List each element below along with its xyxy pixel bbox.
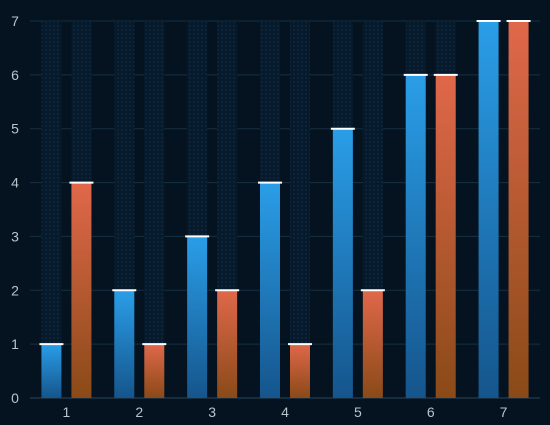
- bar: [114, 290, 135, 398]
- y-tick-label: 7: [11, 13, 19, 29]
- bar: [290, 344, 310, 398]
- bar: [478, 21, 499, 398]
- x-axis-ticks: 1 2 3 4 5 6 7: [63, 404, 508, 420]
- y-tick-label: 5: [11, 121, 19, 137]
- y-tick-label: 3: [11, 228, 19, 244]
- y-tick-label: 6: [11, 67, 19, 83]
- x-tick-label: 1: [63, 404, 71, 420]
- x-tick-label: 7: [500, 404, 508, 420]
- bar: [508, 21, 529, 398]
- bar: [41, 344, 62, 398]
- bar-track: [144, 21, 165, 398]
- x-tick-label: 4: [281, 404, 289, 420]
- bar: [332, 128, 353, 398]
- bar: [362, 290, 383, 398]
- bar: [405, 74, 426, 398]
- bar: [187, 236, 208, 398]
- bar: [217, 290, 238, 398]
- y-tick-label: 2: [11, 282, 19, 298]
- x-tick-label: 6: [427, 404, 435, 420]
- bar: [435, 74, 456, 398]
- bar-track: [41, 21, 62, 398]
- bars: [39, 20, 531, 398]
- x-tick-label: 5: [354, 404, 362, 420]
- y-tick-label: 1: [11, 336, 19, 352]
- x-tick-label: 3: [208, 404, 216, 420]
- bar: [144, 344, 165, 398]
- gridlines: [30, 20, 540, 399]
- bar: [260, 182, 280, 398]
- bar: [71, 182, 92, 398]
- bar-track: [290, 21, 310, 398]
- x-tick-label: 2: [135, 404, 143, 420]
- y-axis-ticks: 0 1 2 3 4 5 6 7: [11, 13, 19, 406]
- y-tick-label: 4: [11, 175, 19, 191]
- y-tick-label: 0: [11, 390, 19, 406]
